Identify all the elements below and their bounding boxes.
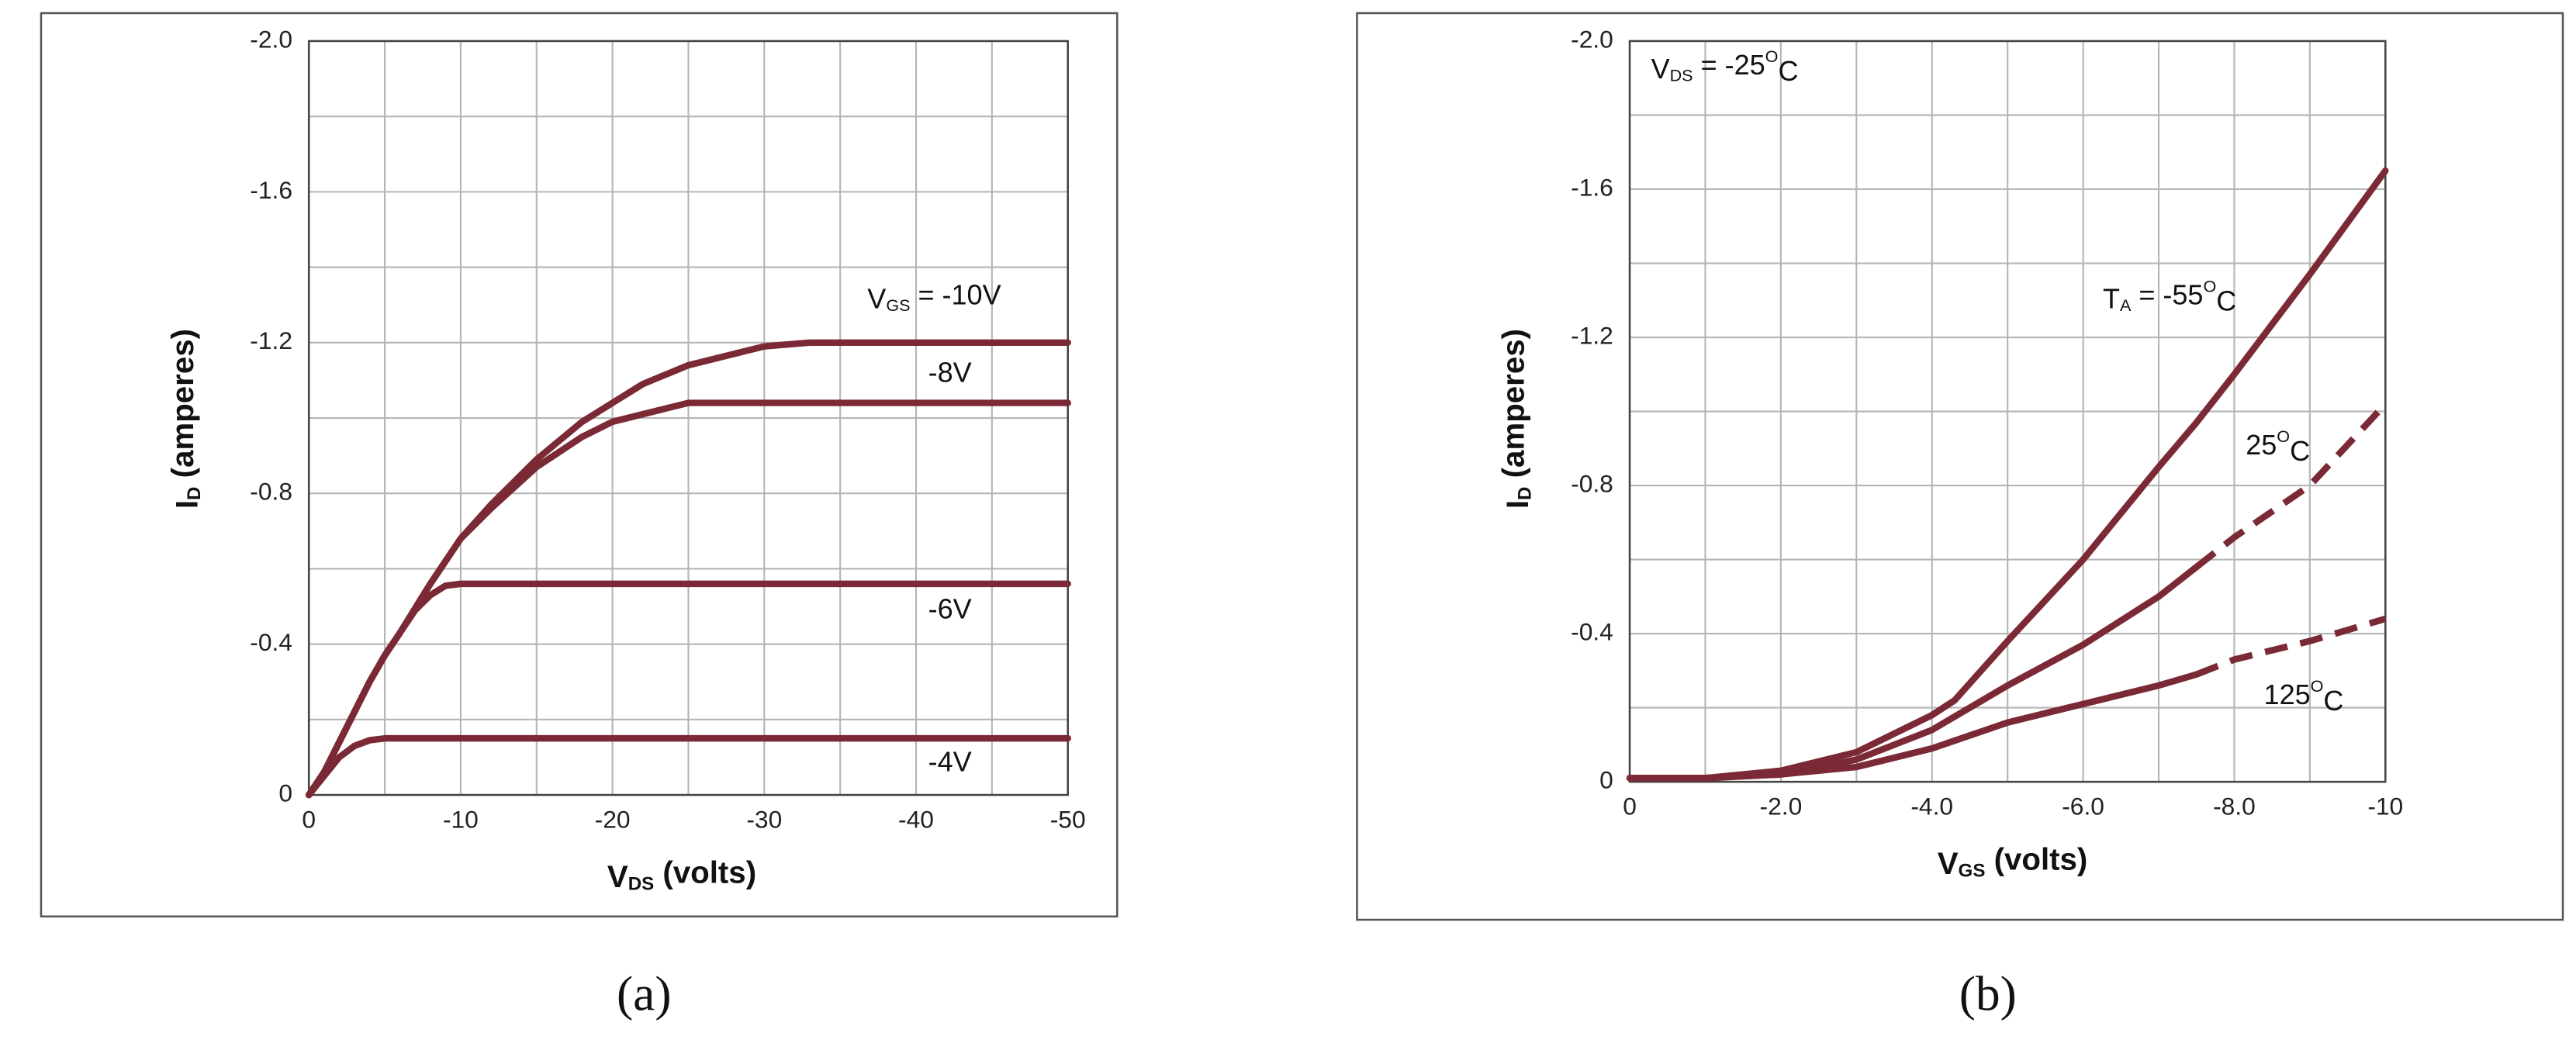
- label-text: (amperes): [1495, 329, 1530, 487]
- y-tick-label: -0.4: [250, 628, 292, 656]
- label-text: C: [2323, 684, 2343, 716]
- label-sub: D: [1515, 487, 1536, 500]
- y-tick-label: -1.2: [1571, 321, 1613, 349]
- label-text: C: [1778, 54, 1798, 86]
- label-sub: GS: [1959, 861, 1986, 882]
- x-tick-label: 0: [302, 805, 316, 833]
- y-tick-label: 0: [278, 779, 292, 806]
- x-tick-label: -10: [2367, 792, 2403, 820]
- series-label: VGS = -10V: [867, 278, 1001, 315]
- x-tick-label: -20: [595, 805, 631, 833]
- label-text: C: [2290, 435, 2310, 467]
- series-line: [1626, 671, 2200, 782]
- label-sub: D: [184, 487, 205, 500]
- label-text: = -55: [2131, 278, 2203, 310]
- x-tick-label: -40: [898, 805, 934, 833]
- series-label: -6V: [928, 592, 972, 624]
- label-text: I: [1500, 500, 1535, 509]
- label-sub: A: [2120, 295, 2132, 315]
- chart-frame: [40, 12, 1119, 918]
- label-text: I: [169, 500, 204, 509]
- label-text: = -10V: [911, 278, 1001, 310]
- series-label: -8V: [928, 356, 972, 388]
- y-axis-label: ID (amperes): [1495, 329, 1536, 509]
- label-text: C: [2216, 285, 2236, 316]
- x-tick-label: -30: [746, 805, 782, 833]
- label-sup: O: [2203, 276, 2216, 295]
- x-tick-label: -8.0: [2213, 792, 2256, 820]
- y-tick-label: -2.0: [250, 25, 292, 53]
- label-text: (volts): [1985, 841, 2087, 876]
- label-sup: O: [2277, 427, 2290, 446]
- x-tick-label: 0: [1623, 792, 1637, 820]
- caption: (b): [1959, 965, 2017, 1021]
- x-tick-label: -50: [1050, 805, 1086, 833]
- label-text: 125: [2264, 679, 2311, 710]
- chart-frame: [1356, 12, 2564, 921]
- label-text: T: [2103, 282, 2120, 314]
- series-line: [305, 580, 1071, 799]
- y-axis-label: ID (amperes): [165, 329, 206, 509]
- x-axis-label: VDS (volts): [607, 855, 756, 895]
- plot-border: [307, 40, 1069, 796]
- series-line: [1626, 167, 2389, 782]
- y-tick-label: 0: [1599, 766, 1613, 794]
- label-text: (volts): [654, 855, 756, 889]
- annotation: VDS = -25OC: [1651, 47, 1799, 87]
- x-tick-label: -6.0: [2062, 792, 2104, 820]
- y-tick-label: -0.4: [1571, 617, 1613, 645]
- x-tick-label: -10: [443, 805, 479, 833]
- label-text: V: [607, 859, 628, 894]
- label-text: = -25: [1693, 49, 1765, 81]
- plot-border: [1628, 40, 2387, 783]
- y-tick-label: -0.8: [1571, 469, 1613, 497]
- y-tick-label: -0.8: [250, 478, 292, 506]
- label-sup: O: [2311, 676, 2324, 696]
- label-text: V: [1651, 53, 1670, 85]
- series-label: -4V: [928, 745, 972, 777]
- x-tick-label: -4.0: [1910, 792, 1953, 820]
- series-line: [305, 734, 1071, 799]
- caption: (a): [617, 965, 672, 1021]
- series-line: [2195, 615, 2387, 678]
- x-axis-label: VGS (volts): [1938, 841, 2088, 882]
- series-label: TA = -55OC: [2103, 276, 2236, 316]
- x-tick-label: -2.0: [1760, 792, 1803, 820]
- label-sub: GS: [886, 295, 910, 315]
- y-tick-label: -1.6: [250, 176, 292, 204]
- series-label: 125OC: [2264, 676, 2344, 717]
- label-sup: O: [1765, 47, 1779, 66]
- series-line: [2194, 402, 2388, 570]
- y-tick-label: -1.2: [250, 326, 292, 354]
- y-tick-label: -2.0: [1571, 25, 1613, 53]
- y-tick-label: -1.6: [1571, 173, 1613, 201]
- series-label: 25OC: [2246, 427, 2310, 467]
- label-text: V: [867, 282, 886, 314]
- label-sub: DS: [1670, 65, 1693, 85]
- label-text: V: [1938, 846, 1959, 881]
- label-sub: DS: [628, 874, 655, 895]
- label-text: (amperes): [165, 329, 200, 487]
- label-text: 25: [2246, 429, 2277, 461]
